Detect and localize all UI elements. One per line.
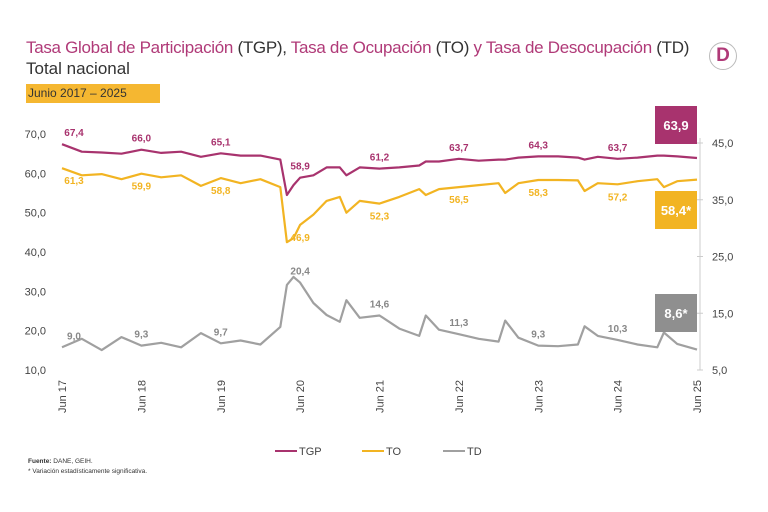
significance-note: * Variación estadísticamente significati…	[28, 468, 148, 475]
final-value-to: 58,4*	[661, 203, 692, 218]
left-tick-label: 20,0	[25, 326, 46, 338]
x-tick-label: Jun 22	[454, 380, 466, 413]
data-label-tgp: 66,0	[132, 134, 152, 145]
data-label-tgp: 63,7	[449, 143, 469, 154]
period-badge: Junio 2017 – 2025	[26, 84, 160, 103]
final-value-tgp: 63,9	[663, 118, 688, 133]
data-label-td: 14,6	[370, 300, 390, 311]
x-tick-label: Jun 23	[533, 380, 545, 413]
right-tick-label: 45,0	[712, 138, 733, 150]
final-value-box-td	[655, 294, 697, 332]
data-label-to: 58,8	[211, 186, 231, 197]
title-part: Tasa Global de Participación	[26, 38, 234, 57]
title-part: Tasa de Ocupación	[290, 38, 432, 57]
source-label: Fuente:	[28, 458, 52, 465]
final-value-td: 8,6*	[664, 306, 688, 321]
left-tick-label: 10,0	[25, 365, 46, 377]
legend-label-tgp: TGP	[299, 446, 322, 458]
data-label-tgp: 61,2	[370, 153, 390, 164]
left-tick-label: 30,0	[25, 286, 46, 298]
data-label-tgp: 63,7	[608, 143, 628, 154]
data-label-to: 59,9	[132, 182, 152, 193]
left-tick-label: 60,0	[25, 168, 46, 180]
legend-label-td: TD	[467, 446, 482, 458]
data-label-td: 11,3	[449, 318, 468, 329]
x-tick-label: Jun 19	[216, 380, 228, 413]
data-label-to: 61,3	[64, 176, 84, 187]
data-label-td: 9,7	[214, 327, 228, 338]
right-tick-label: 15,0	[712, 308, 733, 320]
data-label-tgp: 67,4	[64, 128, 84, 139]
legend-label-to: TO	[386, 446, 402, 458]
data-label-td: 9,0	[67, 331, 81, 342]
x-tick-label: Jun 18	[136, 380, 148, 413]
x-tick-label: Jun 20	[295, 380, 307, 413]
source-note: Fuente: DANE, GEIH.	[28, 458, 93, 465]
right-tick-label: 5,0	[712, 365, 727, 377]
series-line-td	[61, 275, 698, 352]
source-text: DANE, GEIH.	[51, 458, 93, 465]
left-tick-label: 50,0	[25, 208, 46, 220]
series-line-to	[61, 167, 698, 244]
data-label-to: 57,2	[608, 192, 628, 203]
data-label-td: 20,4	[290, 267, 310, 278]
data-label-to: 58,3	[529, 188, 549, 199]
right-tick-label: 35,0	[712, 195, 733, 207]
title-part: y Tasa de Desocupación	[473, 38, 653, 57]
data-label-tgp: 65,1	[211, 137, 231, 148]
data-label-td: 9,3	[531, 330, 545, 341]
data-label-to: 52,3	[370, 212, 390, 223]
left-tick-label: 40,0	[25, 247, 46, 259]
left-tick-label: 70,0	[25, 129, 46, 141]
title-part: (TO)	[431, 38, 474, 57]
data-label-td: 9,3	[134, 330, 148, 341]
final-value-box-tgp	[655, 106, 697, 144]
final-value-box-to	[655, 191, 697, 229]
x-tick-label: Jun 24	[613, 380, 625, 413]
x-tick-label: Jun 21	[375, 380, 387, 413]
dane-logo: D	[709, 42, 737, 70]
title-part: (TD)	[651, 38, 690, 57]
data-label-td: 10,3	[608, 324, 628, 335]
x-tick-label: Jun 25	[692, 380, 704, 413]
data-label-tgp: 64,3	[529, 140, 549, 151]
right-tick-label: 25,0	[712, 252, 733, 264]
title-part: (TGP),	[233, 38, 291, 57]
chart-title: Tasa Global de Participación (TGP), Tasa…	[26, 38, 689, 58]
data-label-to: 46,9	[290, 233, 310, 244]
chart-subtitle: Total nacional	[26, 59, 130, 78]
data-label-tgp: 58,9	[290, 162, 310, 173]
data-label-to: 56,5	[449, 195, 469, 206]
x-tick-label: Jun 17	[57, 380, 69, 413]
